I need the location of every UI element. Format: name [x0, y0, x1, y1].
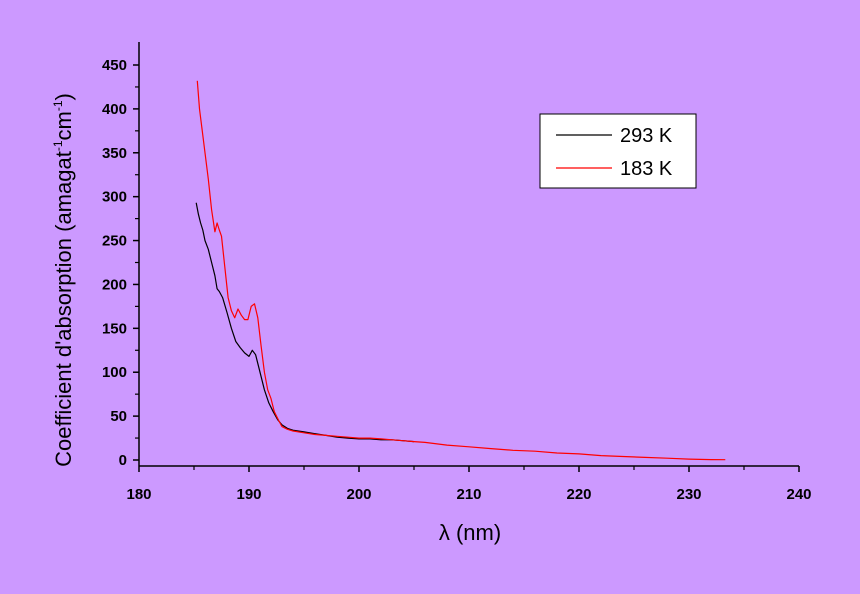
y-axis-title-main: Coefficient d'absorption (amagat — [51, 151, 76, 467]
y-axis-title-end: ) — [51, 93, 76, 100]
y-tick-label-250: 250 — [102, 233, 127, 250]
x-tick-label-210: 210 — [456, 486, 481, 503]
y-tick-label-300: 300 — [102, 189, 127, 206]
x-axis-title: λ (nm) — [439, 520, 501, 545]
x-tick-label-200: 200 — [346, 486, 371, 503]
x-tick-label-230: 230 — [676, 486, 701, 503]
y-tick-label-350: 350 — [102, 145, 127, 162]
y-axis-title-sup1: -1 — [51, 140, 65, 151]
y-ticks: 0 50 100 150 200 250 300 350 400 450 — [102, 57, 139, 469]
y-tick-label-450: 450 — [102, 57, 127, 74]
legend: 293 K 183 K — [539, 113, 697, 189]
y-axis-title-mid: cm — [51, 111, 76, 140]
y-tick-label-0: 0 — [119, 452, 127, 469]
x-tick-label-220: 220 — [566, 486, 591, 503]
y-axis-title: Coefficient d'absorption (amagat-1cm-1) — [51, 93, 76, 467]
series-layer — [195, 80, 726, 461]
x-ticks: 180 190 200 210 220 230 240 — [126, 466, 812, 503]
y-tick-label-150: 150 — [102, 320, 127, 337]
x-tick-label-180: 180 — [126, 486, 151, 503]
y-tick-label-200: 200 — [102, 276, 127, 293]
y-tick-label-50: 50 — [110, 408, 127, 425]
series-line-183k — [196, 80, 726, 461]
legend-box — [539, 113, 697, 189]
series-line-293k — [195, 202, 415, 443]
y-axis-title-sup2: -1 — [51, 100, 65, 111]
legend-label-293k: 293 K — [620, 125, 673, 147]
x-tick-label-240: 240 — [786, 486, 811, 503]
plot-area: 180 190 200 210 220 230 240 0 50 100 150 200 250 300… — [102, 42, 812, 503]
legend-label-183k: 183 K — [620, 158, 673, 180]
y-tick-label-400: 400 — [102, 101, 127, 118]
x-tick-label-190: 190 — [236, 486, 261, 503]
y-tick-label-100: 100 — [102, 364, 127, 381]
